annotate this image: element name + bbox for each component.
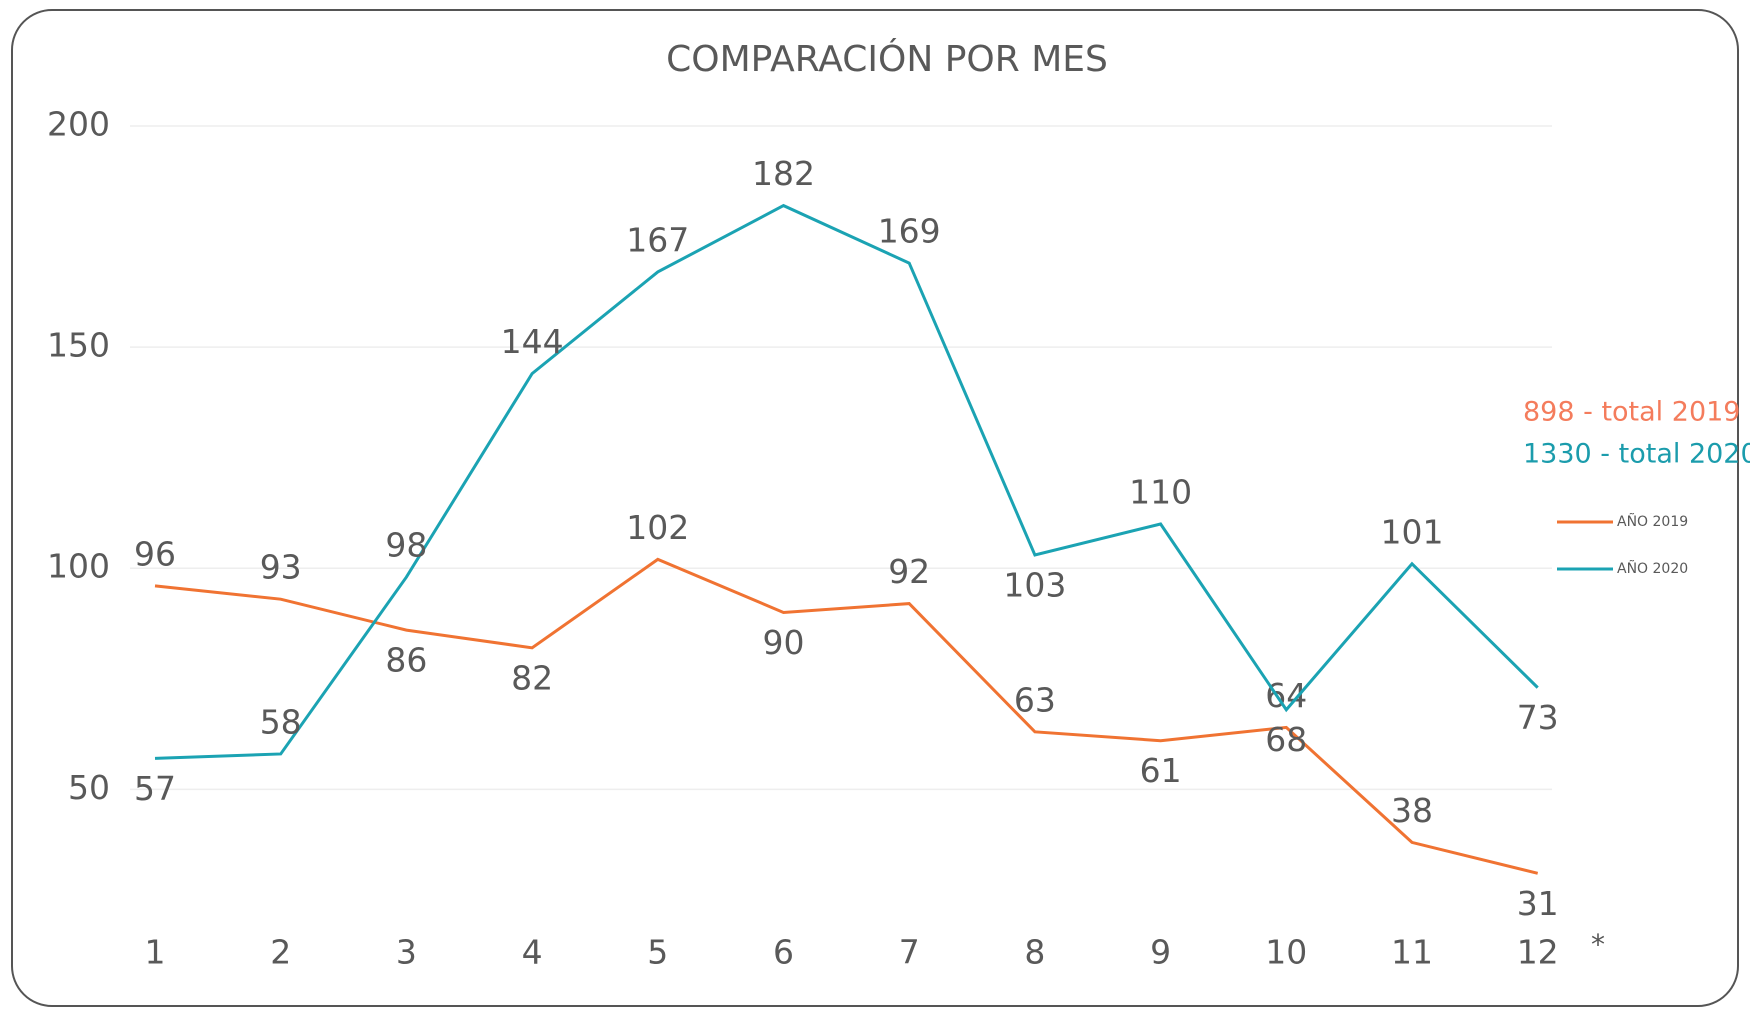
data-label: 93 [260,548,302,587]
x-tick-label: 1 [145,933,166,972]
data-label: 167 [626,220,689,259]
x-tick-label: 9 [1150,933,1171,972]
x-tick-label: 4 [522,933,543,972]
data-label: 144 [501,322,564,361]
data-label: 169 [878,212,941,251]
legend-label: AÑO 2020 [1617,560,1688,577]
data-label: 101 [1381,512,1444,551]
data-label: 31 [1517,884,1559,923]
series-line [154,557,1539,875]
annotation: 1330 - total 2020 [1523,439,1750,470]
data-label: 61 [1140,751,1182,790]
data-label: 110 [1129,473,1192,512]
x-tick-label: 5 [647,933,668,972]
data-label: 96 [134,534,176,573]
x-tick-label: 8 [1024,933,1045,972]
data-label: 82 [511,658,553,697]
data-label: 38 [1391,791,1433,830]
x-tick-label: 6 [773,933,794,972]
data-label: 103 [1003,565,1066,604]
chart-border [11,9,1739,1007]
data-label: 86 [385,641,427,680]
data-label: 98 [385,526,427,565]
data-label: 58 [260,702,302,741]
x-tick-label: 11 [1391,933,1433,972]
data-label: 92 [888,552,930,591]
x-tick-label: 7 [899,933,920,972]
data-label: 57 [134,769,176,808]
data-label: 102 [626,508,689,547]
data-label: 73 [1517,698,1559,737]
y-tick-label: 100 [47,547,110,586]
data-label: 68 [1265,720,1307,759]
y-tick-label: 50 [68,768,110,807]
chart-title: COMPARACIÓN POR MES [666,38,1108,80]
x-tick-label: 2 [270,933,291,972]
data-label: 63 [1014,680,1056,719]
annotation: * [1591,928,1605,961]
y-tick-label: 200 [47,105,110,144]
y-tick-label: 150 [47,326,110,365]
x-tick-label: 12 [1517,933,1559,972]
annotation: 898 - total 2019 [1523,397,1740,428]
series-line [154,203,1539,760]
x-tick-label: 3 [396,933,417,972]
data-label: 90 [763,623,805,662]
legend-label: AÑO 2019 [1617,513,1688,530]
data-label: 182 [752,154,815,193]
x-tick-label: 10 [1265,933,1307,972]
